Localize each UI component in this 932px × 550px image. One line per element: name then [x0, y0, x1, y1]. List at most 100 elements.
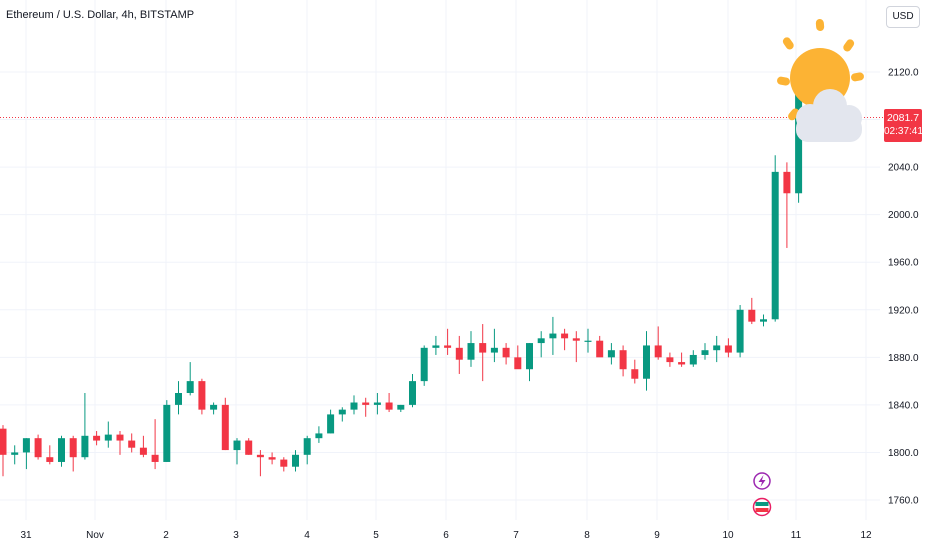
candle-up[interactable]: [233, 438, 241, 465]
candle-up[interactable]: [490, 328, 498, 363]
candle-body: [760, 319, 767, 322]
candle-up[interactable]: [303, 435, 311, 465]
candle-down[interactable]: [631, 359, 639, 384]
candle-body: [432, 345, 440, 348]
candle-down[interactable]: [268, 452, 276, 465]
candle-up[interactable]: [713, 335, 721, 363]
candle-up[interactable]: [373, 393, 381, 415]
candle-down[interactable]: [619, 345, 627, 377]
candle-body: [713, 345, 721, 351]
candle-up[interactable]: [327, 409, 335, 434]
candle-down[interactable]: [116, 431, 124, 455]
candle-up[interactable]: [104, 421, 112, 448]
candle-body: [69, 438, 77, 458]
candle-down[interactable]: [444, 328, 452, 355]
candle-down[interactable]: [362, 397, 370, 417]
candle-down[interactable]: [596, 335, 604, 358]
candle-up[interactable]: [163, 400, 171, 462]
candle-down[interactable]: [783, 162, 791, 248]
candle-body: [315, 433, 323, 439]
candle-down[interactable]: [455, 335, 463, 374]
candle-up[interactable]: [771, 155, 779, 322]
lightning-icon[interactable]: [753, 472, 771, 490]
candle-up[interactable]: [315, 426, 323, 443]
candle-up[interactable]: [409, 373, 416, 408]
candle-body: [444, 345, 452, 348]
candle-down[interactable]: [385, 393, 393, 413]
candle-up[interactable]: [549, 316, 557, 355]
candle-down[interactable]: [34, 434, 42, 460]
candle-body: [397, 404, 405, 410]
candle-up[interactable]: [584, 328, 592, 353]
candle-up[interactable]: [537, 331, 545, 358]
candle-up[interactable]: [186, 362, 194, 396]
flag-icon[interactable]: [752, 497, 772, 517]
candle-up[interactable]: [210, 402, 218, 415]
candle-up[interactable]: [397, 404, 405, 413]
candle-body: [338, 409, 346, 415]
candle-up[interactable]: [643, 331, 650, 391]
candle-up[interactable]: [432, 335, 440, 355]
candle-down[interactable]: [654, 326, 662, 360]
candle-body: [666, 357, 674, 363]
candle-down[interactable]: [221, 397, 229, 451]
candle-up[interactable]: [607, 343, 615, 365]
candle-body: [455, 347, 463, 360]
candle-up[interactable]: [701, 343, 709, 360]
candle-up[interactable]: [467, 331, 475, 367]
candle-down[interactable]: [502, 343, 510, 365]
candle-body: [736, 309, 744, 353]
candle-up[interactable]: [22, 438, 30, 470]
candle-up[interactable]: [350, 395, 358, 415]
candles: [0, 52, 849, 477]
candle-down[interactable]: [561, 328, 569, 351]
candle-up[interactable]: [526, 343, 533, 382]
candle-down[interactable]: [280, 457, 288, 472]
candle-up[interactable]: [760, 314, 767, 327]
candle-down[interactable]: [678, 352, 686, 367]
candle-down[interactable]: [256, 450, 264, 477]
candle-up[interactable]: [292, 450, 299, 472]
candle-down[interactable]: [514, 345, 522, 370]
candle-body: [151, 454, 159, 462]
y-tick-label: 1760.0: [888, 496, 919, 507]
bar-countdown: 02:37:41: [884, 126, 923, 137]
candle-up[interactable]: [420, 345, 428, 386]
candle-down[interactable]: [198, 378, 206, 415]
candle-down[interactable]: [46, 445, 54, 465]
candle-body: [514, 357, 522, 370]
candle-down[interactable]: [245, 438, 253, 455]
y-tick-label: 2000.0: [888, 210, 919, 221]
candle-body: [256, 454, 264, 458]
candle-down[interactable]: [572, 331, 580, 363]
candle-body: [385, 402, 393, 410]
candle-down[interactable]: [666, 352, 674, 367]
candle-down[interactable]: [139, 435, 147, 458]
candle-down[interactable]: [151, 419, 159, 470]
candle-down[interactable]: [69, 435, 77, 472]
candle-up[interactable]: [11, 445, 19, 465]
candle-down[interactable]: [0, 425, 7, 477]
candle-up[interactable]: [81, 393, 89, 460]
currency-button[interactable]: USD: [886, 6, 920, 28]
candle-body: [186, 381, 194, 393]
x-tick-label: 6: [443, 530, 449, 541]
candle-body: [58, 438, 65, 462]
candle-up[interactable]: [736, 305, 744, 358]
candle-up[interactable]: [58, 435, 65, 467]
candle-down[interactable]: [93, 431, 101, 446]
candle-body: [643, 345, 650, 379]
candle-down[interactable]: [748, 297, 756, 325]
candle-body: [748, 309, 756, 322]
x-tick-label: 2: [163, 530, 169, 541]
candle-down[interactable]: [724, 338, 732, 358]
candle-up[interactable]: [175, 381, 182, 415]
candle-body: [280, 459, 288, 467]
x-tick-label: 8: [584, 530, 590, 541]
candle-up[interactable]: [338, 407, 346, 422]
candle-body: [34, 438, 42, 458]
candle-up[interactable]: [689, 350, 697, 367]
candle-down[interactable]: [128, 433, 136, 453]
candle-down[interactable]: [479, 324, 487, 382]
